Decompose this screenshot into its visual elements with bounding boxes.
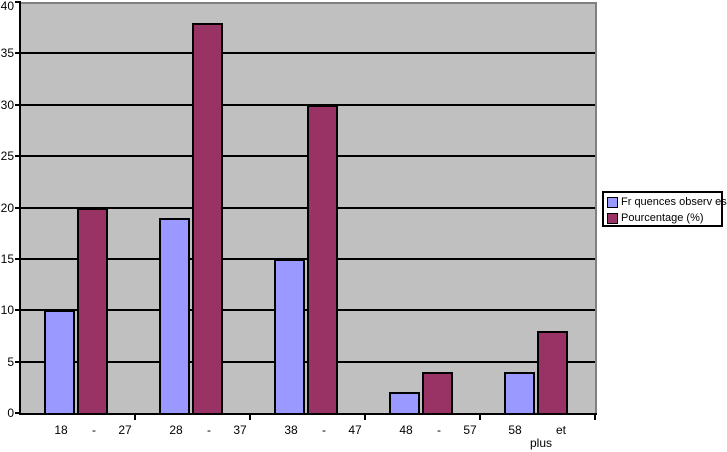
legend-item-series2: Pourcentage (%) xyxy=(607,210,721,226)
y-axis-tick xyxy=(15,257,21,260)
legend: Fr quences observ es Pourcentage (%) xyxy=(602,191,727,227)
x-tick-label: 48 xyxy=(399,423,413,437)
y-axis-tick xyxy=(15,360,21,363)
x-axis-tick xyxy=(594,415,596,420)
x-tick-label: - xyxy=(207,423,211,437)
y-axis-tick xyxy=(15,1,21,3)
x-tick-label: et xyxy=(555,423,567,437)
x-axis xyxy=(19,413,597,415)
x-tick-label: 58 xyxy=(508,423,522,437)
bar xyxy=(77,207,108,413)
x-axis-tick xyxy=(479,415,481,420)
y-axis-tick xyxy=(15,155,21,158)
x-tick-label: plus xyxy=(529,436,553,450)
bar xyxy=(422,371,453,413)
y-tick-label: 40 xyxy=(0,0,14,13)
legend-item-series1: Fr quences observ es xyxy=(607,194,727,210)
y-tick-label: 35 xyxy=(0,46,14,61)
bar xyxy=(307,104,338,413)
bar xyxy=(192,22,223,413)
bar xyxy=(159,217,190,413)
x-tick-label: 47 xyxy=(348,423,362,437)
y-axis-tick xyxy=(15,206,21,209)
x-tick-label: 37 xyxy=(233,423,247,437)
x-tick-label: - xyxy=(92,423,96,437)
y-tick-label: 15 xyxy=(0,251,14,266)
y-tick-label: 20 xyxy=(0,200,14,215)
x-tick-label: 57 xyxy=(463,423,477,437)
x-tick-label: 38 xyxy=(284,423,298,437)
x-tick-label: 18 xyxy=(54,423,68,437)
y-axis xyxy=(19,2,21,415)
y-axis-tick xyxy=(15,309,21,312)
gridline xyxy=(21,52,595,55)
legend-label-series1: Fr quences observ es xyxy=(621,196,727,208)
y-axis-tick xyxy=(15,412,21,414)
y-tick-label: 0 xyxy=(7,406,14,420)
y-axis-tick xyxy=(15,103,21,106)
bar xyxy=(504,371,535,413)
y-tick-label: 5 xyxy=(7,354,14,369)
y-axis-tick xyxy=(15,52,21,55)
x-tick-label: - xyxy=(437,423,441,437)
bar xyxy=(389,392,420,413)
legend-swatch-series1-icon xyxy=(607,196,618,208)
x-axis-tick xyxy=(134,415,136,420)
x-axis-tick xyxy=(249,415,251,420)
bar xyxy=(537,330,568,413)
y-tick-label: 25 xyxy=(0,149,14,164)
bar xyxy=(44,310,75,413)
x-tick-label: 27 xyxy=(118,423,132,437)
x-tick-label: 28 xyxy=(169,423,183,437)
y-tick-label: 30 xyxy=(0,97,14,112)
y-tick-label: 10 xyxy=(0,303,14,318)
x-tick-label: - xyxy=(322,423,326,437)
bar xyxy=(274,258,305,413)
x-axis-tick xyxy=(364,415,366,420)
legend-label-series2: Pourcentage (%) xyxy=(621,212,704,224)
legend-swatch-series2-icon xyxy=(607,212,618,224)
